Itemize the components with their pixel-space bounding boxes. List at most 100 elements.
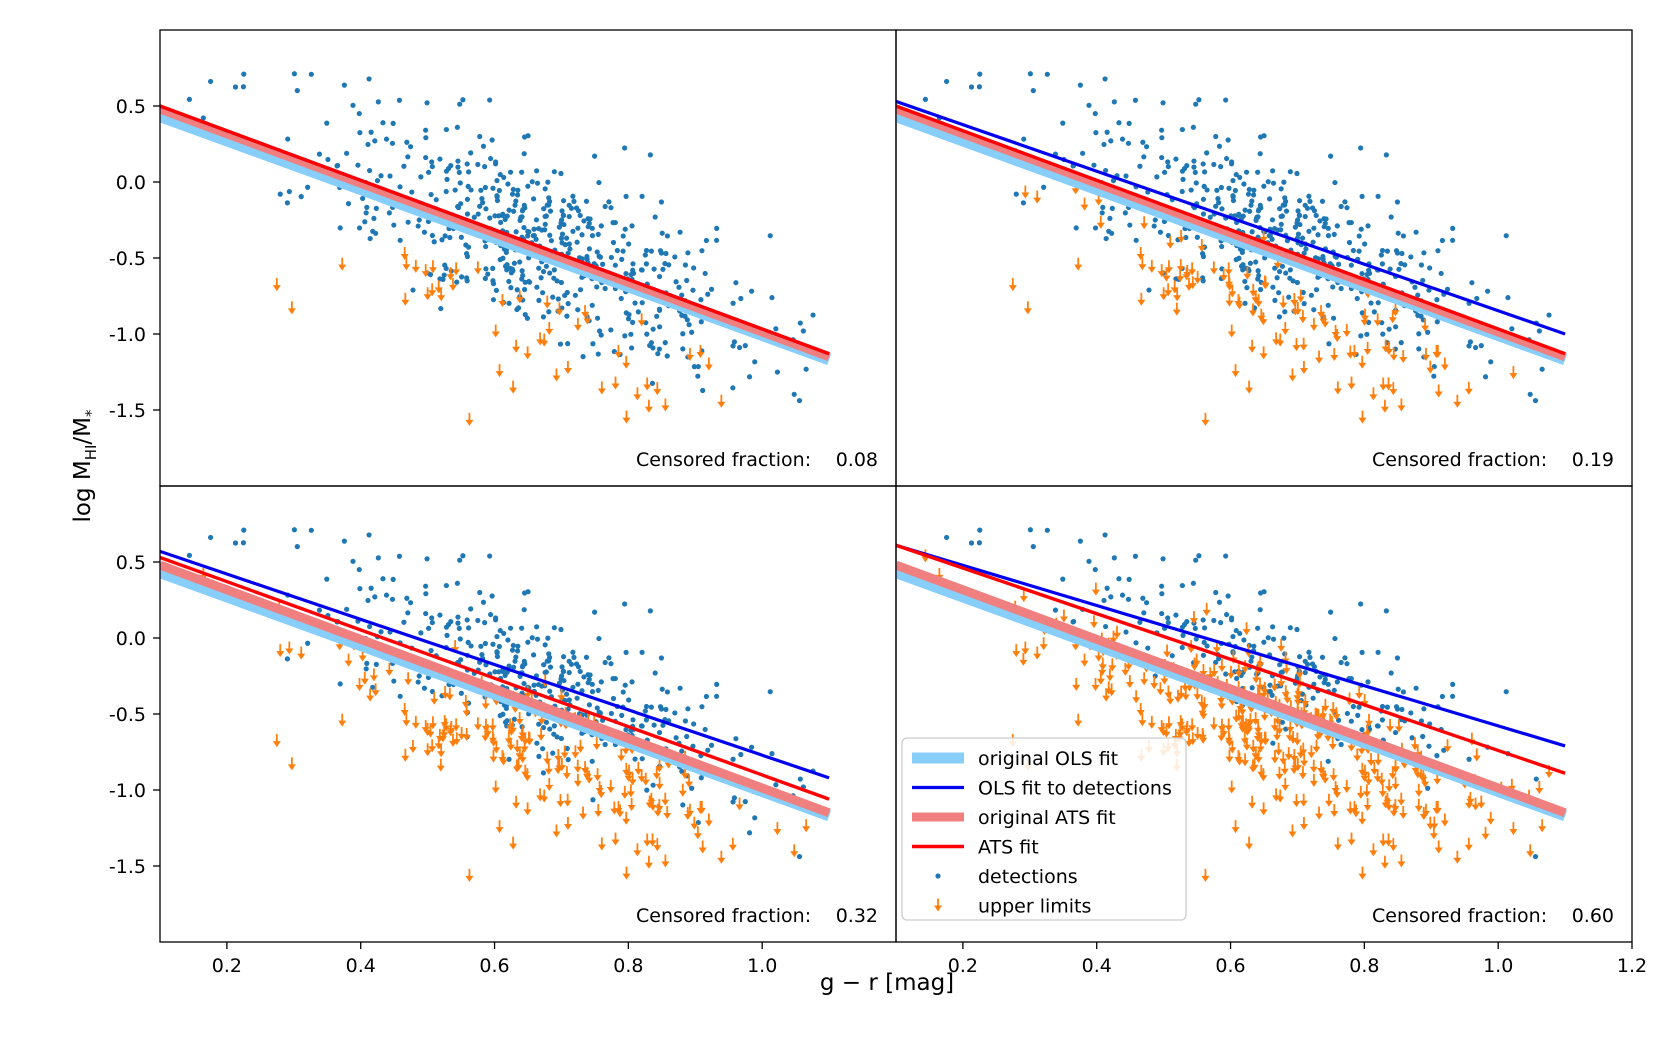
upper-limit-marker (557, 758, 566, 772)
detection-point (383, 136, 390, 142)
upper-limit-marker (1361, 764, 1370, 778)
upper-limit-marker (627, 797, 636, 811)
upper-limit-marker (1426, 360, 1435, 374)
detection-point (499, 212, 506, 218)
legend-label: original ATS fit (978, 807, 1116, 829)
detection-point (1325, 225, 1331, 231)
detection-point (241, 71, 247, 77)
upper-limit-marker (1164, 260, 1173, 274)
detection-point (1282, 195, 1288, 201)
detection-point (767, 233, 773, 239)
detection-point (1219, 243, 1225, 250)
detection-point (649, 380, 656, 386)
upper-limit-marker (1414, 798, 1423, 812)
upper-limit-marker (473, 717, 482, 731)
detection-point (643, 703, 650, 710)
detection-point (487, 97, 493, 103)
detection-point (1160, 100, 1166, 106)
detection-point (371, 215, 377, 222)
detection-point (685, 250, 691, 256)
upper-limit-marker (717, 394, 726, 408)
detection-point (1434, 297, 1440, 303)
detection-point (1384, 704, 1390, 710)
detection-point (1317, 218, 1323, 224)
detection-point (628, 331, 634, 337)
detection-point (366, 76, 372, 82)
detection-point (730, 756, 736, 762)
upper-limit-marker (338, 713, 347, 727)
upper-limit-marker (678, 783, 687, 797)
upper-limit-marker (1299, 337, 1308, 351)
x-tick-label: 0.8 (613, 955, 643, 977)
detection-point (682, 313, 688, 319)
detection-point (1277, 662, 1283, 668)
upper-limit-marker (1363, 724, 1372, 738)
legend-item-detections: detections (935, 866, 1078, 888)
detection-point (606, 199, 612, 205)
detection-point (1413, 685, 1419, 691)
detection-point (1223, 155, 1230, 162)
detection-point (677, 685, 683, 691)
detection-point (1311, 307, 1317, 313)
upper-limit-marker (400, 247, 409, 261)
detection-point (1214, 187, 1220, 193)
detection-point (589, 233, 596, 239)
upper-limit-marker (1275, 721, 1284, 735)
detection-point (589, 681, 595, 687)
upper-limit-marker (622, 866, 631, 880)
detection-point (644, 331, 650, 337)
detection-point (521, 607, 527, 613)
upper-limit-marker (1464, 837, 1473, 851)
detection-point (480, 143, 487, 149)
detection-point (1356, 248, 1362, 254)
detection-point (421, 229, 428, 235)
upper-limit-marker (1245, 836, 1254, 850)
upper-limit-marker (1201, 868, 1210, 882)
detection-point (800, 328, 806, 334)
upper-limit-marker (647, 792, 656, 806)
detection-point (525, 639, 531, 645)
detection-point (519, 625, 525, 631)
x-tick-label: 1.0 (1483, 955, 1513, 977)
detection-point (493, 287, 499, 293)
detection-point (742, 799, 748, 805)
detection-point (691, 265, 697, 271)
detection-point (490, 641, 496, 647)
detection-point (1348, 262, 1354, 268)
detection-point (1165, 619, 1171, 626)
upper-limit-marker (1332, 707, 1341, 721)
detection-point (767, 689, 773, 695)
detection-point (1200, 211, 1207, 217)
detection-point (1302, 213, 1308, 220)
detection-point (1400, 233, 1407, 239)
upper-limit-marker (552, 368, 561, 382)
detection-point (240, 84, 247, 90)
detection-point (579, 256, 585, 262)
detection-point (796, 397, 803, 404)
upper-limit-marker (488, 718, 497, 732)
detection-point (490, 297, 497, 303)
detection-point (1338, 741, 1344, 748)
detection-point (656, 307, 663, 313)
upper-limit-marker (1125, 675, 1134, 689)
detection-point (1154, 174, 1160, 180)
upper-limit-marker (473, 261, 482, 275)
legend-item-original-ols: original OLS fit (912, 748, 1118, 770)
detection-point (372, 594, 378, 600)
detection-point (1311, 664, 1318, 670)
detection-point (797, 320, 803, 326)
upper-limit-marker (1270, 678, 1279, 692)
upper-limit-marker (1307, 745, 1316, 759)
upper-limit-marker (1172, 302, 1181, 316)
upper-limit-marker (693, 826, 702, 840)
detection-point (1276, 290, 1282, 296)
detection-point (598, 223, 604, 229)
detection-point (465, 639, 471, 645)
detection-point (592, 609, 598, 615)
detection-point (1325, 302, 1331, 308)
detection-point (1342, 655, 1348, 661)
detection-point (689, 785, 695, 791)
detection-point (1269, 236, 1275, 242)
detection-point (608, 254, 614, 261)
detection-point (647, 608, 653, 614)
